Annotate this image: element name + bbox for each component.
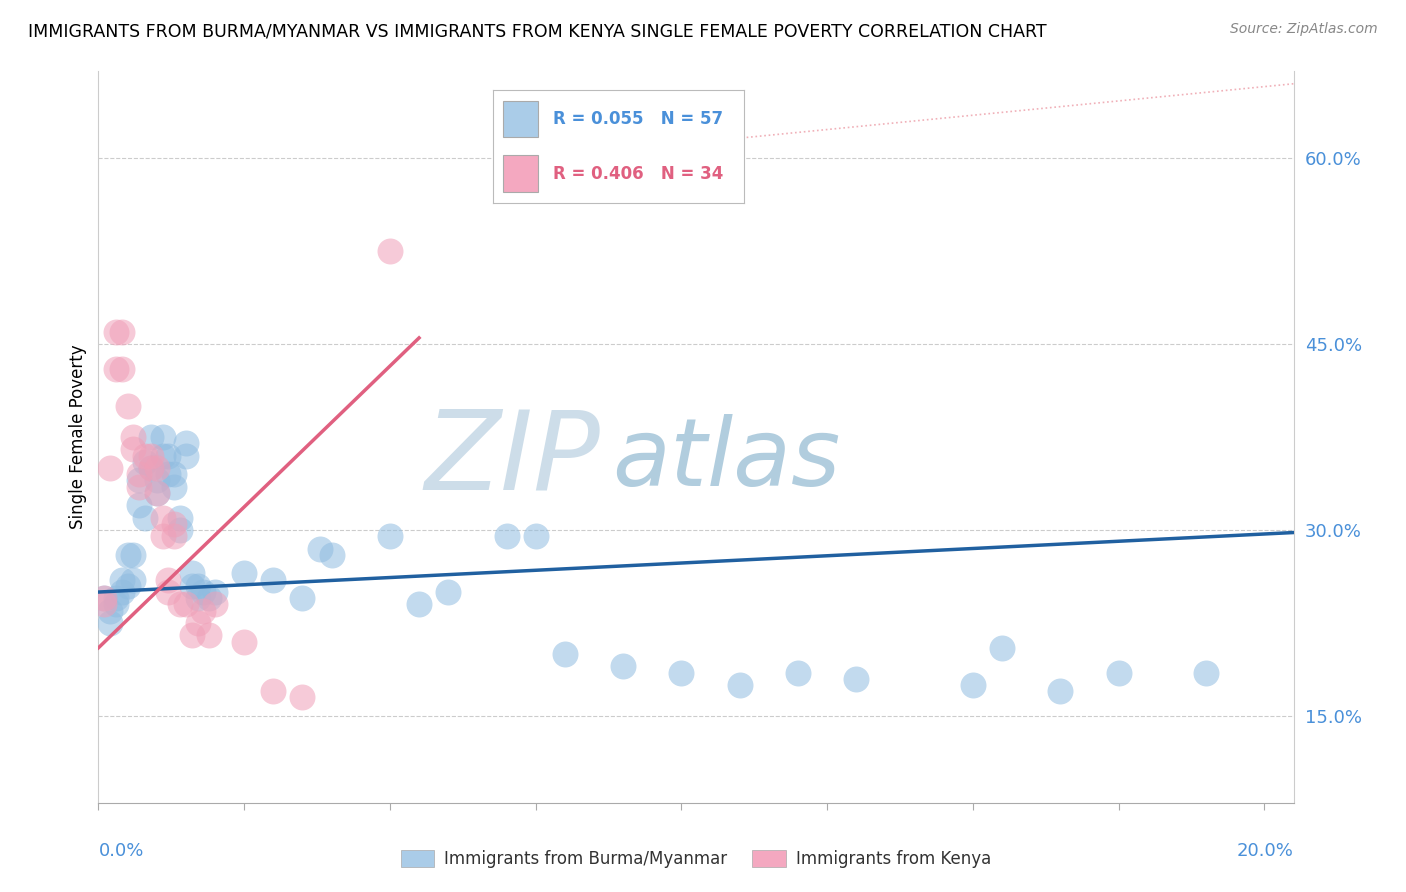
Point [139,449,162,463]
Point [122,442,145,457]
Point [104,591,127,606]
Point [204,585,226,599]
Point [104,362,127,376]
Point [291,591,314,606]
Point [157,467,180,482]
Point [145,486,167,500]
Point [163,480,186,494]
Point [145,486,167,500]
Point [139,430,162,444]
Point [169,510,191,524]
Point [180,579,202,593]
Point [152,529,174,543]
Point [145,461,167,475]
Point [128,467,150,482]
Point [1049,684,1071,698]
Point [233,634,256,648]
Point [152,510,174,524]
Point [437,585,460,599]
Point [117,399,139,413]
Point [93,591,115,606]
Point [157,573,180,587]
Text: ZIP: ZIP [425,406,600,513]
Point [174,598,197,612]
Point [495,529,517,543]
Point [180,628,202,642]
Y-axis label: Single Female Poverty: Single Female Poverty [69,345,87,529]
Point [233,566,256,581]
Point [157,585,180,599]
Point [128,480,150,494]
Point [309,541,332,556]
Point [1108,665,1130,680]
Point [117,548,139,562]
Point [134,510,156,524]
Point [122,573,145,587]
Point [962,678,984,692]
Text: 0.0%: 0.0% [98,842,143,860]
Point [378,529,401,543]
Point [204,598,226,612]
Point [787,665,810,680]
Point [186,579,208,593]
Point [193,604,215,618]
Point [122,430,145,444]
Point [262,573,284,587]
Point [163,529,186,543]
Point [198,591,221,606]
Point [163,516,186,531]
Point [163,467,186,482]
Point [262,684,284,698]
Point [98,615,121,630]
Point [728,678,751,692]
Point [117,579,139,593]
Point [98,604,121,618]
Point [111,585,134,599]
Point [193,585,215,599]
Point [378,244,401,259]
Point [321,548,343,562]
Point [169,598,191,612]
Point [671,665,693,680]
Point [111,573,134,587]
Point [145,474,167,488]
Point [134,449,156,463]
Text: atlas: atlas [613,414,841,505]
Point [139,461,162,475]
Point [98,461,121,475]
Point [991,640,1014,655]
Text: 20.0%: 20.0% [1237,842,1294,860]
Point [524,529,547,543]
Point [104,325,127,339]
Point [169,523,191,537]
Point [139,461,162,475]
Point [180,566,202,581]
Point [152,449,174,463]
Point [1195,665,1218,680]
Legend: Immigrants from Burma/Myanmar, Immigrants from Kenya: Immigrants from Burma/Myanmar, Immigrant… [394,844,998,875]
Point [128,474,150,488]
Point [174,436,197,450]
Point [152,430,174,444]
Point [408,598,430,612]
Point [186,591,208,606]
Point [612,659,634,673]
Point [111,325,134,339]
Point [186,615,208,630]
Text: Source: ZipAtlas.com: Source: ZipAtlas.com [1230,22,1378,37]
Point [93,598,115,612]
Point [554,647,576,661]
Point [104,598,127,612]
Point [845,672,868,686]
Point [93,591,115,606]
Point [134,455,156,469]
Point [128,498,150,512]
Point [157,449,180,463]
Point [174,449,197,463]
Point [111,362,134,376]
Point [198,628,221,642]
Point [122,548,145,562]
Text: IMMIGRANTS FROM BURMA/MYANMAR VS IMMIGRANTS FROM KENYA SINGLE FEMALE POVERTY COR: IMMIGRANTS FROM BURMA/MYANMAR VS IMMIGRA… [28,22,1046,40]
Point [291,690,314,705]
